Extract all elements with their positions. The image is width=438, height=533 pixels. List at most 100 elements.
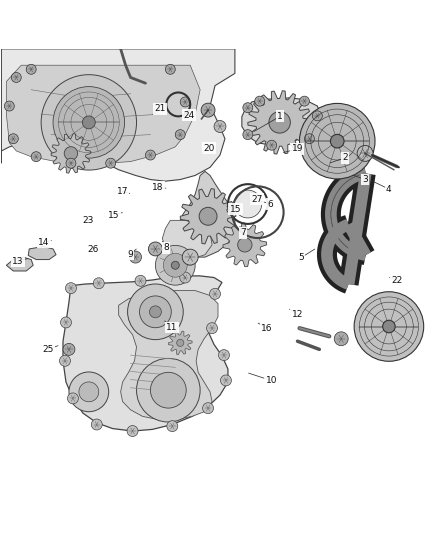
- Circle shape: [149, 306, 161, 318]
- Circle shape: [65, 282, 76, 294]
- Circle shape: [219, 350, 230, 360]
- Polygon shape: [176, 172, 235, 257]
- Polygon shape: [223, 223, 267, 266]
- Circle shape: [79, 382, 99, 402]
- Text: 1: 1: [277, 112, 283, 121]
- Circle shape: [330, 134, 344, 148]
- Polygon shape: [180, 189, 236, 244]
- Circle shape: [238, 238, 252, 252]
- Text: 4: 4: [386, 184, 392, 193]
- Text: 24: 24: [184, 110, 195, 119]
- Circle shape: [140, 296, 171, 328]
- Text: 17: 17: [117, 187, 128, 196]
- Circle shape: [383, 320, 395, 333]
- Polygon shape: [7, 65, 200, 163]
- Polygon shape: [162, 220, 212, 260]
- Circle shape: [269, 111, 290, 133]
- Circle shape: [220, 375, 231, 386]
- Circle shape: [150, 373, 186, 408]
- Circle shape: [354, 292, 424, 361]
- Circle shape: [135, 276, 146, 286]
- Circle shape: [243, 103, 253, 112]
- Circle shape: [177, 340, 184, 346]
- Circle shape: [167, 421, 178, 432]
- Text: 8: 8: [163, 243, 169, 252]
- Text: 16: 16: [261, 324, 272, 333]
- Polygon shape: [248, 91, 311, 154]
- Circle shape: [106, 158, 116, 168]
- Circle shape: [145, 150, 155, 160]
- Circle shape: [234, 190, 262, 218]
- Polygon shape: [119, 290, 218, 419]
- Circle shape: [304, 134, 314, 144]
- Circle shape: [41, 75, 137, 170]
- Circle shape: [155, 245, 195, 285]
- Text: 7: 7: [240, 229, 246, 238]
- Text: 12: 12: [292, 310, 303, 319]
- Circle shape: [91, 419, 102, 430]
- Text: 5: 5: [298, 253, 304, 262]
- Text: 14: 14: [39, 238, 50, 247]
- Circle shape: [255, 96, 265, 106]
- Circle shape: [66, 158, 76, 168]
- Text: 25: 25: [43, 345, 54, 354]
- Circle shape: [267, 140, 277, 150]
- Polygon shape: [242, 98, 321, 145]
- Circle shape: [199, 207, 217, 225]
- Circle shape: [209, 288, 220, 300]
- Text: 21: 21: [155, 104, 166, 114]
- Circle shape: [53, 86, 124, 158]
- Circle shape: [130, 251, 141, 263]
- Circle shape: [203, 403, 214, 414]
- Circle shape: [127, 425, 138, 437]
- Polygon shape: [51, 134, 91, 173]
- Circle shape: [357, 146, 373, 161]
- Circle shape: [334, 332, 348, 346]
- Text: 26: 26: [87, 245, 99, 254]
- Text: 6: 6: [268, 200, 273, 209]
- Text: 15: 15: [108, 211, 120, 220]
- Polygon shape: [168, 331, 192, 354]
- Circle shape: [64, 147, 78, 160]
- Circle shape: [127, 284, 183, 340]
- Circle shape: [180, 272, 191, 283]
- Polygon shape: [7, 257, 33, 271]
- Polygon shape: [28, 246, 56, 260]
- Circle shape: [93, 278, 104, 289]
- Circle shape: [31, 152, 41, 161]
- Circle shape: [171, 261, 179, 269]
- Text: 27: 27: [251, 195, 263, 204]
- Text: 9: 9: [127, 250, 133, 259]
- Circle shape: [148, 242, 162, 256]
- Circle shape: [4, 101, 14, 111]
- Text: 3: 3: [362, 175, 367, 184]
- Text: 23: 23: [82, 216, 93, 225]
- Text: 20: 20: [204, 143, 215, 152]
- Circle shape: [137, 358, 200, 422]
- Text: 13: 13: [12, 257, 24, 266]
- Circle shape: [165, 64, 175, 74]
- Circle shape: [180, 97, 190, 107]
- Circle shape: [63, 343, 75, 356]
- Circle shape: [214, 120, 226, 132]
- Text: 22: 22: [392, 276, 403, 285]
- Circle shape: [11, 72, 21, 83]
- Text: 11: 11: [166, 323, 178, 332]
- Circle shape: [60, 317, 71, 328]
- Polygon shape: [63, 276, 228, 431]
- Polygon shape: [1, 49, 235, 181]
- Circle shape: [207, 322, 218, 334]
- Circle shape: [82, 116, 95, 129]
- Text: 2: 2: [343, 153, 348, 162]
- Circle shape: [69, 372, 109, 411]
- Circle shape: [182, 249, 198, 265]
- Circle shape: [26, 64, 36, 74]
- Circle shape: [300, 96, 309, 106]
- Text: 15: 15: [230, 205, 241, 214]
- Text: 10: 10: [265, 376, 277, 385]
- Circle shape: [243, 130, 253, 140]
- Circle shape: [67, 393, 78, 404]
- Circle shape: [201, 103, 215, 117]
- Circle shape: [300, 103, 375, 179]
- Text: 18: 18: [152, 183, 164, 192]
